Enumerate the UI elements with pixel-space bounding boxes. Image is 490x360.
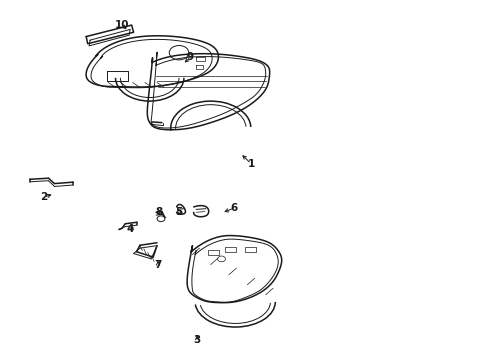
Text: 9: 9	[187, 52, 194, 62]
Text: 8: 8	[155, 207, 162, 217]
Text: 4: 4	[126, 225, 134, 234]
Bar	[245, 247, 256, 252]
Text: 3: 3	[194, 334, 201, 345]
Text: 6: 6	[231, 203, 238, 213]
Bar	[208, 250, 219, 255]
Text: 2: 2	[40, 192, 48, 202]
Bar	[225, 247, 236, 252]
Text: 10: 10	[115, 20, 129, 30]
Text: 1: 1	[248, 159, 255, 169]
Text: 7: 7	[154, 260, 162, 270]
Text: 5: 5	[175, 207, 183, 217]
